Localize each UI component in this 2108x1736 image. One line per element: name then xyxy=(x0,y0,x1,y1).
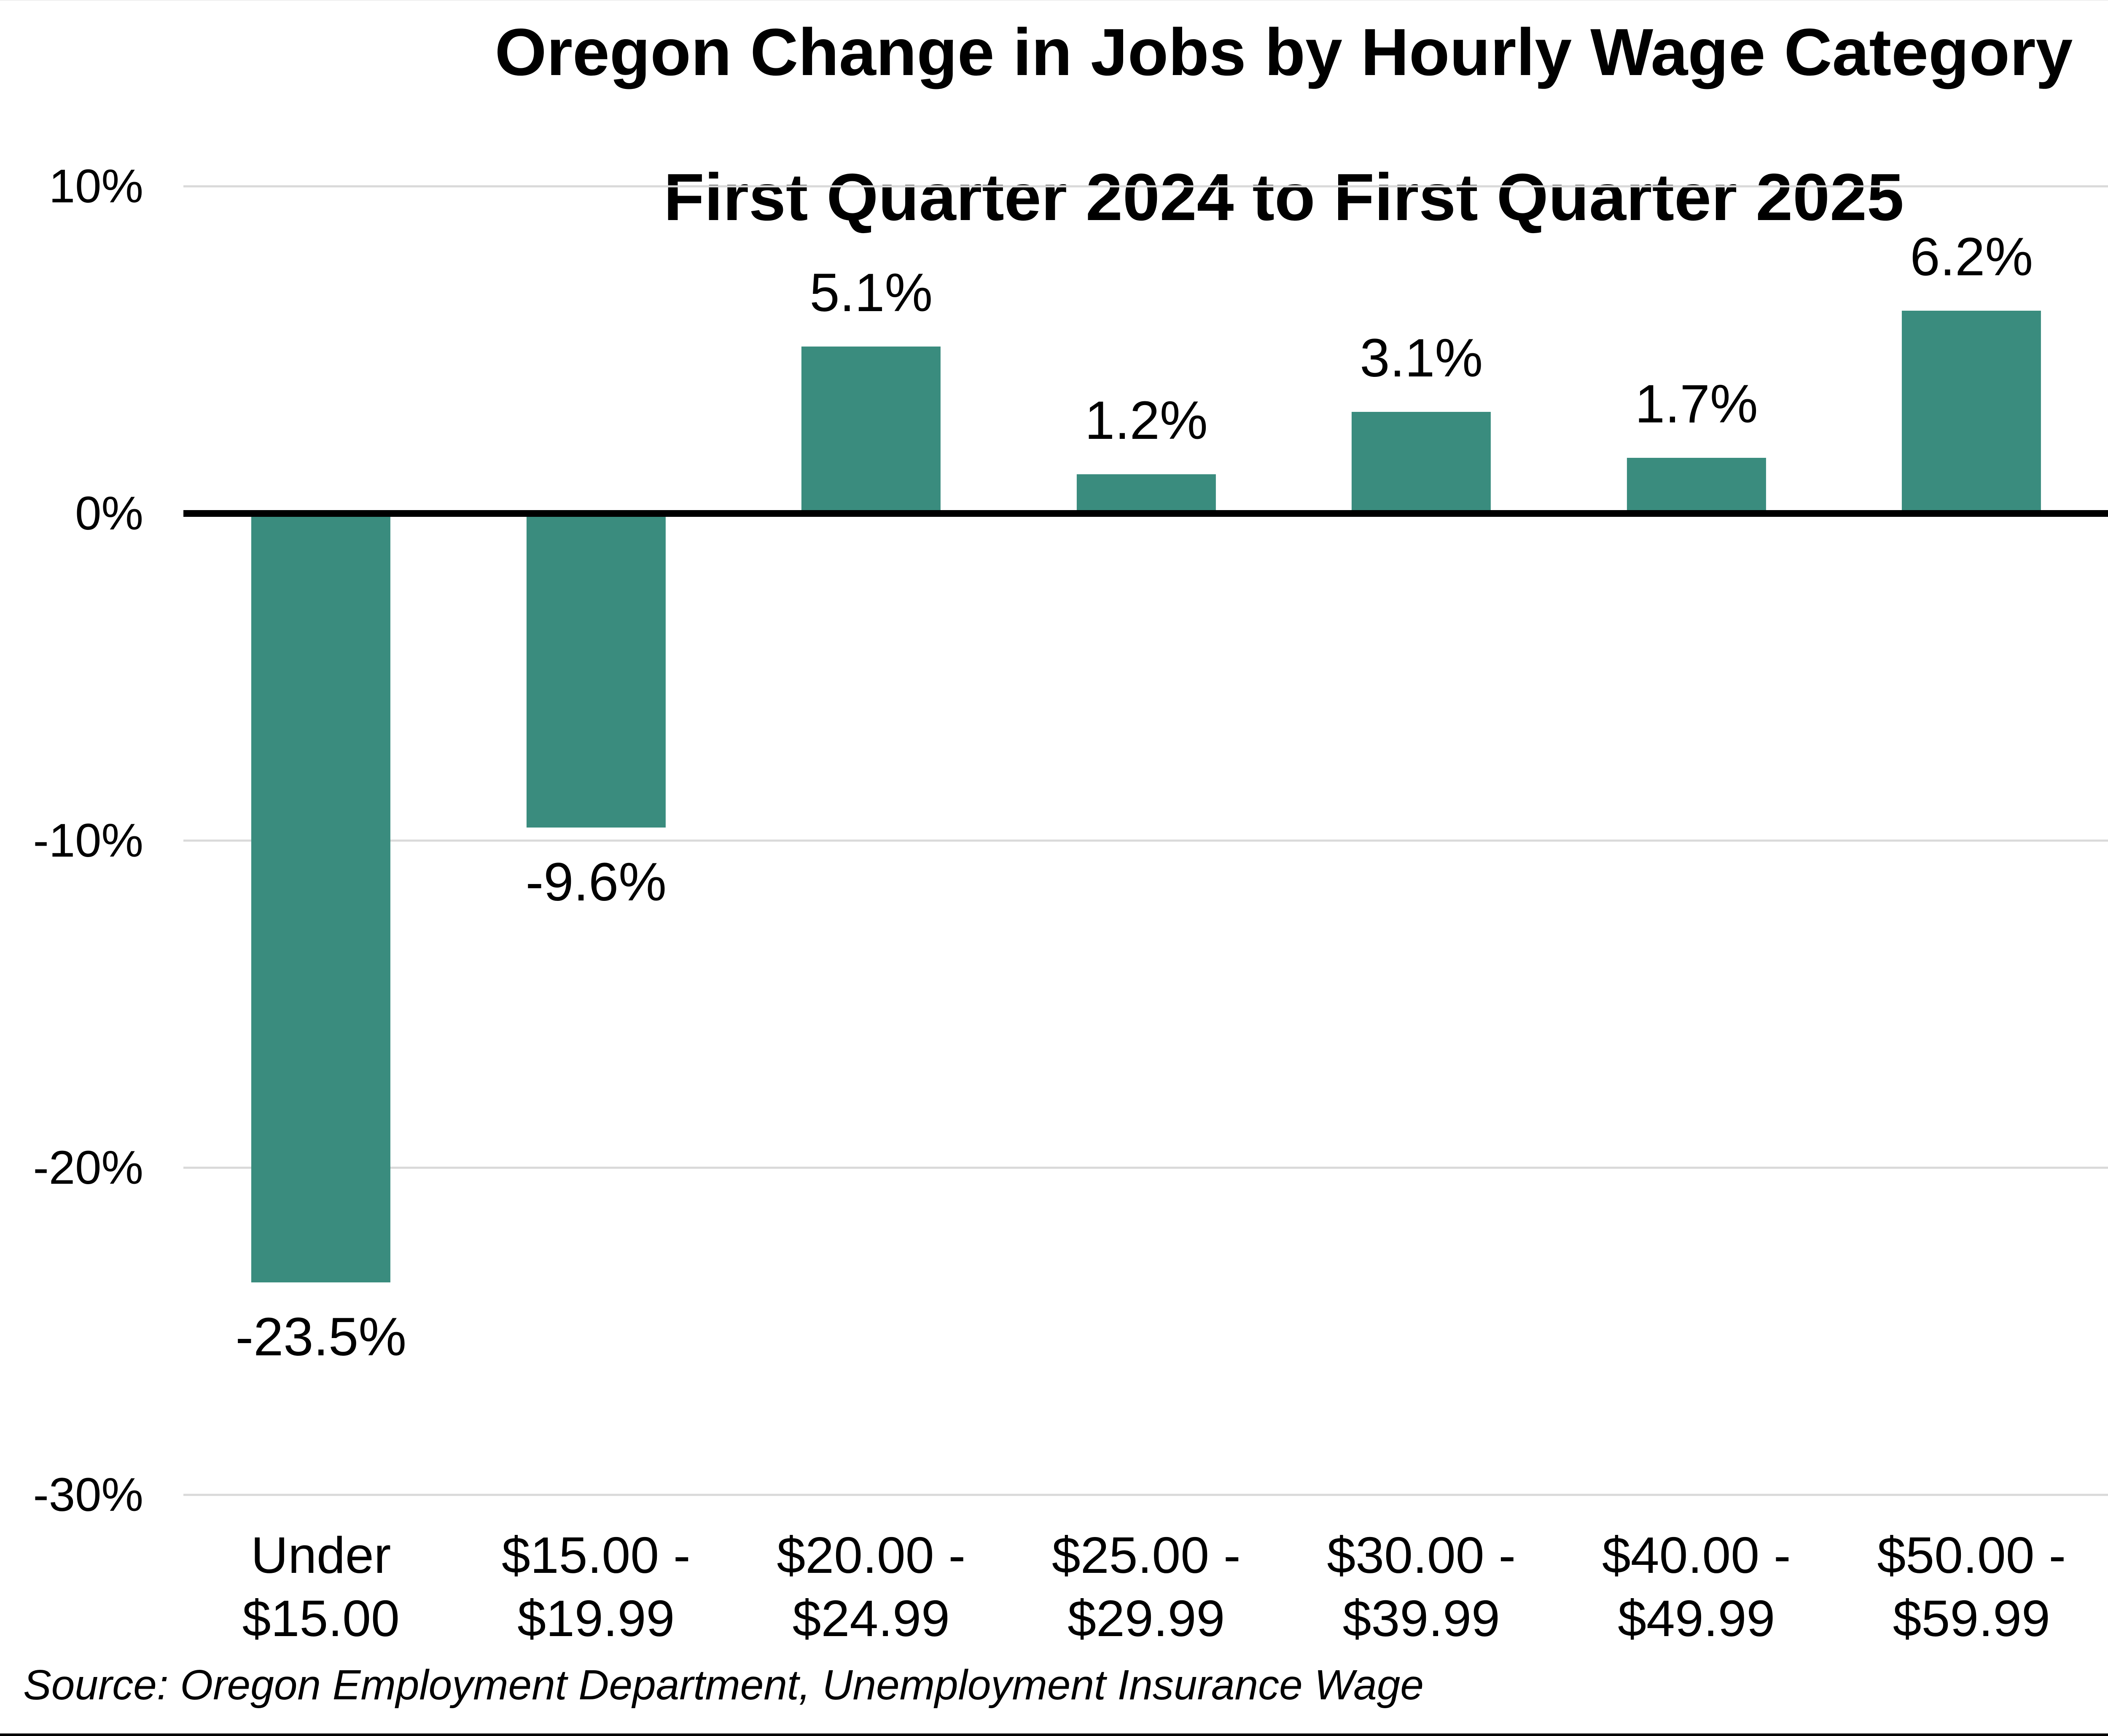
source-note: Source: Oregon Employment Department, Un… xyxy=(23,1661,1424,1709)
bar-value-label: 1.7% xyxy=(1635,374,1758,435)
bar-value-label: -23.5% xyxy=(235,1306,407,1367)
x-axis-category-labels: Under $15.00 $15.00 - $19.99 $20.00 - $24.… xyxy=(183,1524,2108,1663)
bar xyxy=(251,513,391,1282)
gridline xyxy=(183,839,2108,842)
bar xyxy=(526,513,666,828)
gridline xyxy=(183,1166,2108,1169)
gridline xyxy=(183,1494,2108,1496)
x-axis-category-label: $15.00 - $19.99 xyxy=(501,1526,691,1647)
y-axis-tick-label: -10% xyxy=(33,814,143,867)
x-axis-category-label: $30.00 - $39.99 xyxy=(1327,1526,1516,1647)
y-axis-tick-label: 10% xyxy=(48,160,143,212)
bar-value-label: 6.2% xyxy=(1910,226,2033,287)
chart-title-line2: First Quarter 2024 to First Quarter 2025 xyxy=(664,160,1904,234)
bar xyxy=(1352,412,1491,513)
y-axis-tick-label: 0% xyxy=(75,487,143,540)
chart-title: Oregon Change in Jobs by Hourly Wage Cat… xyxy=(183,16,2108,234)
chart-title-line1: Oregon Change in Jobs by Hourly Wage Cat… xyxy=(495,15,2073,89)
bar xyxy=(1627,458,1766,513)
zero-axis-line xyxy=(183,510,2108,517)
bar xyxy=(801,347,941,513)
figure-bottom-border xyxy=(0,1733,2108,1736)
x-axis-category-label: $40.00 - $49.99 xyxy=(1602,1526,1791,1647)
bar-value-label: 5.1% xyxy=(809,263,933,323)
bar-value-label: 3.1% xyxy=(1360,328,1483,389)
plot-area: -23.5%-9.6%5.1%1.2%3.1%1.7%6.2%8.1% xyxy=(183,185,2108,1496)
x-axis-category-label: $50.00 - $59.99 xyxy=(1877,1526,2066,1647)
y-axis-tick-label: -30% xyxy=(33,1468,143,1521)
bar-value-label: 1.2% xyxy=(1084,390,1208,451)
x-axis-category-label: $25.00 - $29.99 xyxy=(1051,1526,1241,1647)
y-axis-tick-labels: 10% 0% -10% -20% -30% xyxy=(0,161,143,1520)
x-axis-category-label: Under $15.00 xyxy=(242,1526,400,1647)
y-axis-tick-label: -20% xyxy=(33,1141,143,1194)
bar xyxy=(1076,474,1216,513)
bar xyxy=(1902,310,2041,513)
x-axis-category-label: $20.00 - $24.99 xyxy=(777,1526,966,1647)
bar-value-label: -9.6% xyxy=(525,852,667,912)
gridline xyxy=(183,185,2108,188)
